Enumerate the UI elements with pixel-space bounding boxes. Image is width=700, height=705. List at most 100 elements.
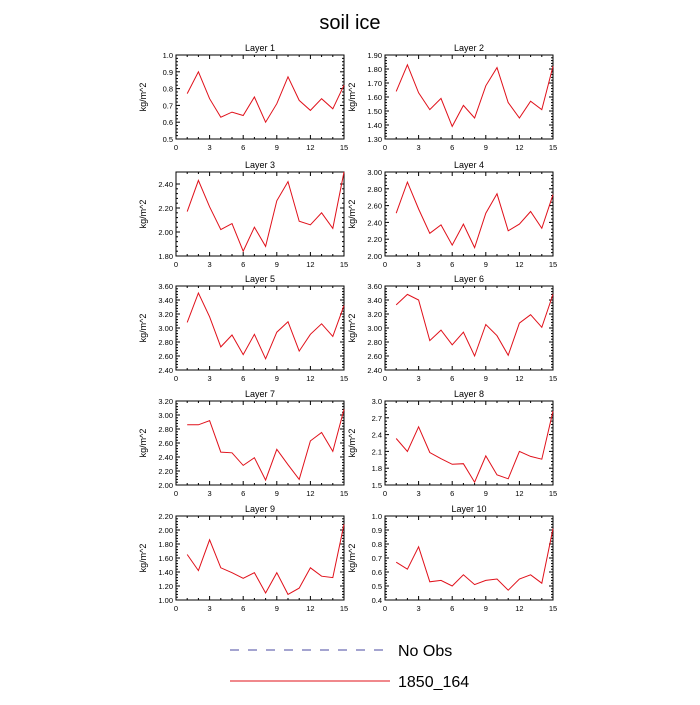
layer-2-title: Layer 2: [454, 43, 484, 53]
layer-10-xtick-label: 12: [515, 604, 523, 613]
layer-6-xtick-label: 6: [450, 374, 454, 383]
layer-2-xtick-label: 3: [417, 143, 421, 152]
layer-9-panel: Layer 9 kg/m^2 1.00 1.20 1.40 1.60 1.80 2.00 2.2…: [138, 504, 348, 613]
layer-1-xtick-label: 9: [275, 143, 279, 152]
layer-10-panel: Layer 10 kg/m^2 0.4 0.5 0.6 0.7 0.8 0.9 1.0 0 3 6 9 1…: [347, 504, 557, 613]
layer-1-frame: [175, 54, 345, 140]
layer-2-xtick-label: 15: [549, 143, 557, 152]
layer-1-xtick-label: 15: [340, 143, 348, 152]
layer-2-xtick-label: 9: [484, 143, 488, 152]
layer-8-ylabel: kg/m^2: [347, 429, 357, 458]
layer-10-xtick-label: 0: [383, 604, 387, 613]
layer-9-ytick-label: 1.40: [158, 568, 173, 577]
layer-6-title: Layer 6: [454, 274, 484, 284]
layer-4-xtick-label: 9: [484, 260, 488, 269]
layer-4-ytick-label: 2.00: [367, 252, 382, 261]
layer-2-ytick-label: 1.80: [367, 65, 382, 74]
layer-5-ylabel: kg/m^2: [138, 314, 148, 343]
layer-5-ytick-label: 3.40: [158, 296, 173, 305]
layer-9-ytick-label: 1.80: [158, 540, 173, 549]
layer-2-xtick-label: 0: [383, 143, 387, 152]
figure-title: soil ice: [319, 12, 380, 34]
layer-7-panel: Layer 7 kg/m^2 2.00 2.20 2.40 2.60 2.80 3.00 3.2…: [138, 389, 348, 498]
layer-5-xtick-label: 12: [306, 374, 314, 383]
layer-4-frame: [384, 171, 554, 257]
layer-6-ytick-label: 2.60: [367, 352, 382, 361]
layer-10-xtick-label: 15: [549, 604, 557, 613]
layer-8-title: Layer 8: [454, 389, 484, 399]
layer-6-xtick-label: 3: [417, 374, 421, 383]
layer-3-xtick-label: 9: [275, 260, 279, 269]
layer-5-ytick-label: 3.00: [158, 324, 173, 333]
layer-4-xtick-label: 12: [515, 260, 523, 269]
layer-10-frame: [384, 515, 554, 601]
layer-4-series-line: [395, 180, 554, 249]
layer-6-ytick-label: 3.40: [367, 296, 382, 305]
layer-7-frame: [175, 400, 345, 486]
legend: No Obs 1850_164: [230, 643, 469, 691]
layer-4-ytick-label: 2.20: [367, 235, 382, 244]
layer-5-panel: Layer 5 kg/m^2 2.40 2.60 2.80 3.00 3.20 3.40 3.6…: [138, 274, 348, 383]
layer-1-ytick-label: 1.0: [163, 51, 173, 60]
layer-3-xtick-label: 0: [174, 260, 178, 269]
layer-9-xtick-label: 9: [275, 604, 279, 613]
layer-7-xtick-label: 3: [208, 489, 212, 498]
layer-6-ylabel: kg/m^2: [347, 314, 357, 343]
layer-4-panel: Layer 4 kg/m^2 2.00 2.20 2.40 2.60 2.80 3.00 0 3 6…: [347, 160, 557, 269]
layer-9-ytick-label: 2.00: [158, 526, 173, 535]
layer-1-title: Layer 1: [245, 43, 275, 53]
layer-9-xtick-label: 12: [306, 604, 314, 613]
layer-3-xtick-label: 12: [306, 260, 314, 269]
layer-5-xtick-label: 15: [340, 374, 348, 383]
layer-8-xtick-label: 9: [484, 489, 488, 498]
layer-4-ylabel: kg/m^2: [347, 200, 357, 229]
layer-2-series-line: [395, 63, 554, 128]
layer-9-frame: [175, 515, 345, 601]
layer-4-ytick-label: 2.80: [367, 185, 382, 194]
layer-1-panel: Layer 1 kg/m^2 0.5 0.6 0.7 0.8 0.9 1.0 0 3 6 9 12 15: [138, 43, 348, 152]
layer-9-title: Layer 9: [245, 504, 275, 514]
layer-4-ytick-label: 2.40: [367, 218, 382, 227]
layer-9-ytick-label: 1.60: [158, 554, 173, 563]
layer-5-ytick-label: 2.60: [158, 352, 173, 361]
legend-label-1850-164: 1850_164: [398, 674, 469, 691]
layer-6-panel: Layer 6 kg/m^2 2.40 2.60 2.80 3.00 3.20 3.40 3.6…: [347, 274, 557, 383]
layer-1-series-line: [186, 70, 345, 124]
layer-8-ytick-label: 2.1: [372, 447, 382, 456]
layer-8-xtick-label: 0: [383, 489, 387, 498]
layer-6-ytick-label: 3.60: [367, 282, 382, 291]
layer-9-ytick-label: 1.20: [158, 582, 173, 591]
legend-label-no-obs: No Obs: [398, 643, 452, 660]
layer-2-ylabel: kg/m^2: [347, 83, 357, 112]
layer-6-ytick-label: 2.40: [367, 366, 382, 375]
layer-4-xtick-label: 15: [549, 260, 557, 269]
layer-10-ytick-label: 0.9: [372, 526, 382, 535]
layer-9-series-line: [186, 524, 345, 596]
layer-6-ytick-label: 2.80: [367, 338, 382, 347]
layer-4-xtick-label: 0: [383, 260, 387, 269]
layer-1-ytick-label: 0.9: [163, 68, 173, 77]
layer-4-title: Layer 4: [454, 160, 484, 170]
layer-2-xtick-label: 6: [450, 143, 454, 152]
layer-3-xtick-label: 3: [208, 260, 212, 269]
layer-10-ytick-label: 1.0: [372, 512, 382, 521]
layer-5-ytick-label: 3.20: [158, 310, 173, 319]
layer-10-ytick-label: 0.6: [372, 568, 382, 577]
layer-7-xtick-label: 6: [241, 489, 245, 498]
layer-3-xtick-label: 15: [340, 260, 348, 269]
layer-3-ylabel: kg/m^2: [138, 200, 148, 229]
layer-7-ytick-label: 2.80: [158, 425, 173, 434]
panels: Layer 1kg/m^20.50.60.70.80.91.00 3 6 9 12 15L…: [138, 43, 557, 613]
layer-9-xtick-label: 15: [340, 604, 348, 613]
layer-9-xtick-label: 0: [174, 604, 178, 613]
layer-6-frame: [384, 285, 554, 371]
layer-7-ytick-label: 3.00: [158, 411, 173, 420]
layer-1-ytick-label: 0.6: [163, 118, 173, 127]
layer-8-xtick-label: 6: [450, 489, 454, 498]
layer-5-xtick-label: 9: [275, 374, 279, 383]
layer-3-title: Layer 3: [245, 160, 275, 170]
layer-1-xtick-label: 6: [241, 143, 245, 152]
layer-2-ytick-label: 1.30: [367, 135, 382, 144]
layer-8-series-line: [395, 410, 554, 484]
layer-1-ylabel: kg/m^2: [138, 83, 148, 112]
